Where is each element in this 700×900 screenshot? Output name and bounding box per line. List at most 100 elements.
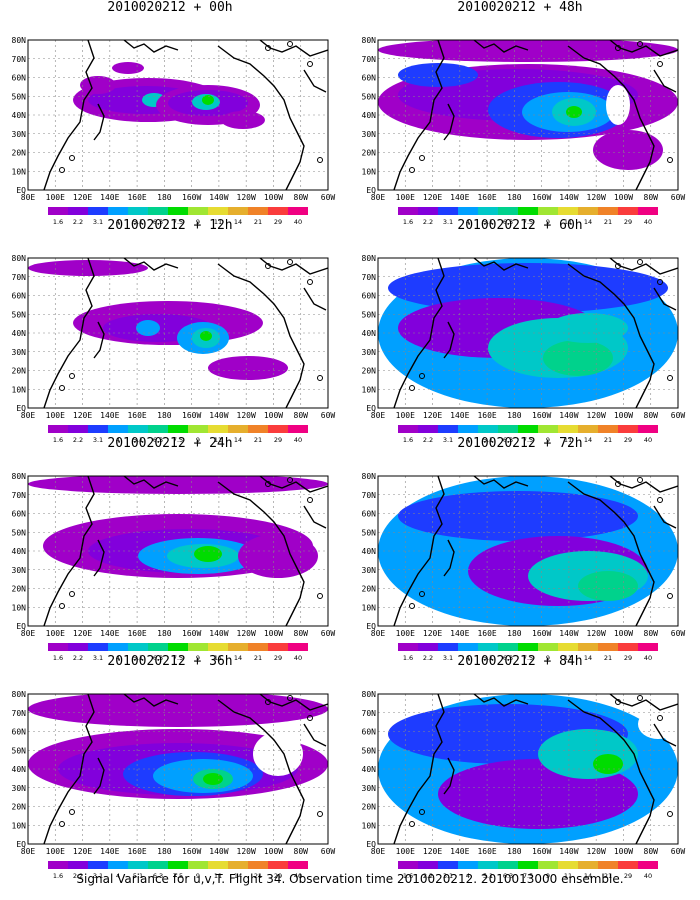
coastline — [303, 723, 327, 747]
lon-label: 100E — [46, 193, 65, 202]
legend-label: 7.5 — [173, 218, 183, 225]
coastline — [217, 699, 305, 844]
lon-label: 160E — [477, 847, 496, 856]
lon-label: 80E — [371, 629, 386, 638]
legend-label: 7.5 — [173, 654, 183, 661]
lon-label: 180 — [157, 629, 172, 638]
lat-label: 70N — [362, 491, 377, 500]
lat-label: 40N — [12, 765, 27, 774]
legend-swatch — [598, 425, 618, 433]
legend-swatch — [618, 861, 638, 869]
lat-label: 30N — [12, 784, 27, 793]
panel-title: 2010020212 + 12h — [107, 218, 233, 233]
lat-label: 50N — [12, 310, 27, 319]
lon-label: 120W — [237, 411, 256, 420]
coastline — [259, 258, 328, 275]
map-panel-84h: 2010020212 + 84h 80N 70N 60N 50N 40N 30N 20N 10N… — [350, 654, 690, 879]
legend-swatch — [438, 207, 458, 215]
coastline — [217, 263, 305, 408]
lat-label: 30N — [362, 784, 377, 793]
legend-label: 1.6 — [53, 872, 63, 879]
legend-swatch — [518, 207, 538, 215]
legend-label: 2.2 — [73, 654, 83, 661]
coastline — [217, 45, 305, 190]
legend-label: 11 — [214, 218, 222, 225]
lat-label: 10N — [362, 821, 377, 830]
legend-swatch — [578, 425, 598, 433]
legend-swatch — [188, 861, 208, 869]
lon-label: 80E — [21, 629, 36, 638]
lat-label: 40N — [12, 547, 27, 556]
legend-label: 3.1 — [93, 654, 103, 661]
variance-region — [28, 260, 148, 276]
legend-label: 2.2 — [423, 872, 433, 879]
lat-label: 50N — [12, 746, 27, 755]
coastline — [93, 103, 105, 141]
coastline — [567, 699, 655, 844]
legend-label: 3.1 — [443, 654, 453, 661]
legend-swatch — [438, 861, 458, 869]
lon-label: 180 — [507, 193, 522, 202]
legend-label: 9 — [196, 218, 200, 225]
legend-swatch — [68, 861, 88, 869]
legend-label: 7.5 — [173, 436, 183, 443]
coastline — [303, 287, 327, 311]
legend-label: 5.1 — [133, 436, 143, 443]
lon-label: 100W — [614, 847, 633, 856]
lon-label: 140W — [209, 411, 228, 420]
legend-label: 14 — [234, 872, 242, 879]
lon-label: 160W — [532, 629, 551, 638]
lat-label: 20N — [362, 803, 377, 812]
legend-swatch — [578, 207, 598, 215]
lon-label: 140E — [100, 629, 119, 638]
lon-label: 80E — [21, 193, 36, 202]
lat-label: 40N — [362, 547, 377, 556]
lon-label: 140E — [100, 847, 119, 856]
legend-label: 4 — [116, 436, 120, 443]
lat-label: 80N — [362, 690, 377, 699]
legend-label: 14 — [584, 436, 592, 443]
legend-swatch — [48, 861, 68, 869]
lat-label: 80N — [12, 690, 27, 699]
map-panel-48h: 2010020212 + 48h 80N 70N 60N 50N 40N 30N 20N 10N… — [350, 0, 690, 225]
lat-label: 50N — [362, 746, 377, 755]
legend-label: 7.5 — [523, 436, 533, 443]
coastline — [567, 481, 655, 626]
legend-label: 14 — [584, 654, 592, 661]
lat-label: 60N — [12, 728, 27, 737]
legend-swatch — [438, 425, 458, 433]
legend-swatch — [188, 425, 208, 433]
legend-label: 9 — [546, 872, 550, 879]
legend-label: 9 — [546, 436, 550, 443]
legend-swatch — [188, 207, 208, 215]
variance-region — [566, 106, 582, 118]
legend-swatch — [598, 643, 618, 651]
legend-swatch — [208, 861, 228, 869]
legend-swatch — [558, 861, 578, 869]
legend-label: 14 — [584, 218, 592, 225]
legend-label: 11 — [214, 872, 222, 879]
lat-label: EQ — [366, 186, 376, 195]
legend-label: 29 — [274, 436, 282, 443]
legend-label: 29 — [274, 654, 282, 661]
legend-label: 3.1 — [93, 218, 103, 225]
legend-label: 5.1 — [483, 436, 493, 443]
lon-label: 100W — [264, 411, 283, 420]
variance-region — [80, 76, 116, 94]
lon-label: 120E — [73, 193, 92, 202]
lat-label: 70N — [12, 709, 27, 718]
lat-label: 80N — [362, 36, 377, 45]
legend-label: 21 — [254, 654, 262, 661]
legend-swatch — [518, 425, 538, 433]
variance-region — [136, 320, 160, 336]
lon-label: 160E — [477, 411, 496, 420]
coastline — [609, 258, 678, 275]
lon-label: 80W — [644, 411, 659, 420]
legend-swatch — [598, 207, 618, 215]
legend-label: 40 — [294, 654, 302, 661]
legend-label: 2.2 — [423, 654, 433, 661]
lat-label: 40N — [12, 111, 27, 120]
lon-label: 80E — [371, 193, 386, 202]
